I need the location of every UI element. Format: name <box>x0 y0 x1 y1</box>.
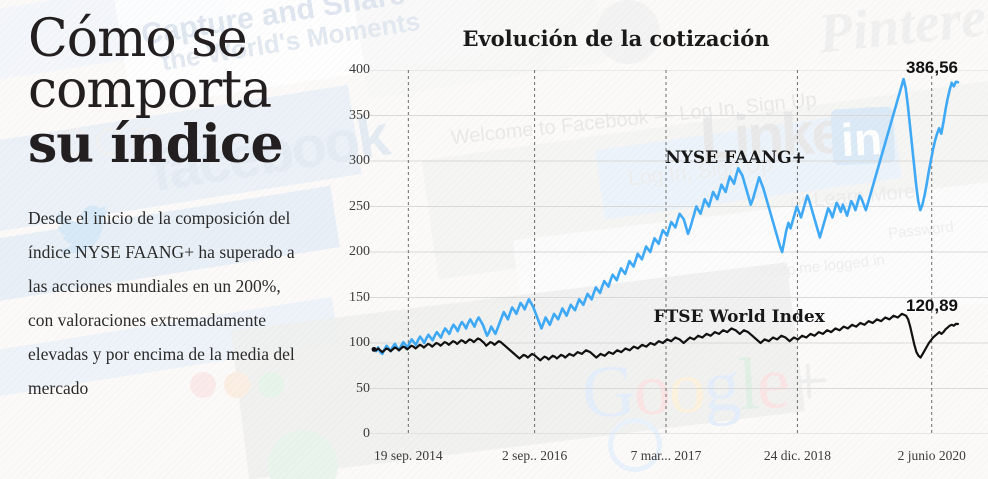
chart-svg <box>370 70 988 434</box>
series-label-ftse: FTSE World Index <box>653 306 825 327</box>
plot-area <box>336 70 988 434</box>
headline-line-1: Cómo se <box>28 9 248 69</box>
x-axis-tick-label: 7 mar... 2017 <box>630 448 702 463</box>
x-axis-labels: 19 sep. 2014 2 sep.. 2016 7 mar... 2017 24 … <box>336 448 988 472</box>
x-axis-tick-label: 2 sep.. 2016 <box>501 448 568 463</box>
headline-line-2: comporta <box>28 59 272 120</box>
intro-paragraph: Desde el inicio de la composición del ín… <box>28 207 295 399</box>
x-axis-tick-label: 19 sep. 2014 <box>374 448 443 463</box>
chart-panel: Evolución de la cotización 0 50 100 150 200 2… <box>336 8 988 479</box>
decorative-circle <box>268 430 338 479</box>
end-value-ftse: 120,89 <box>906 295 958 315</box>
x-axis-tick-label: 24 dic. 2018 <box>763 448 831 463</box>
end-value-faang: 386,56 <box>906 58 958 78</box>
page-title: Cómo se comporta su índice <box>28 9 328 175</box>
series-label-faang: NYSE FAANG+ <box>665 148 806 169</box>
x-axis-tick-label: 2 junio 2020 <box>897 448 966 463</box>
headline-line-3: su índice <box>28 113 284 175</box>
intro-panel: Cómo se comporta su índice Desde el inic… <box>28 9 328 406</box>
chart-title: Evolución de la cotización <box>462 26 770 51</box>
